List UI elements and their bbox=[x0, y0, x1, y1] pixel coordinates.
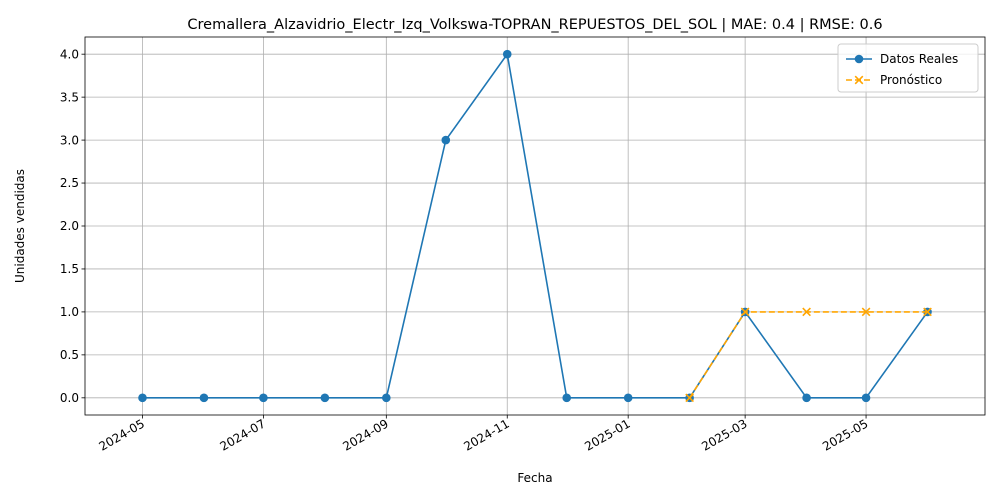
x-axis-label: Fecha bbox=[517, 471, 552, 485]
data-point bbox=[740, 307, 750, 317]
legend-marker bbox=[854, 54, 864, 64]
legend-label: Pronóstico bbox=[880, 73, 942, 87]
y-axis-label: Unidades vendidas bbox=[13, 169, 27, 283]
data-point bbox=[502, 49, 512, 59]
data-point bbox=[382, 393, 391, 403]
data-point bbox=[562, 393, 572, 403]
legend-box bbox=[837, 43, 979, 93]
y-tick-label: 2.0 bbox=[60, 219, 79, 233]
data-point bbox=[259, 393, 268, 403]
y-tick-label: 3.5 bbox=[60, 90, 79, 104]
data-point bbox=[685, 393, 694, 403]
data-point bbox=[802, 393, 811, 403]
series-line bbox=[142, 52, 929, 399]
y-tick-label: 3.0 bbox=[60, 133, 79, 147]
chart-title: Cremallera_Alzavidrio_Electr_Izq_Volkswa… bbox=[187, 17, 882, 33]
data-point bbox=[861, 393, 871, 403]
legend-label: Datos Reales bbox=[880, 52, 958, 66]
data-point bbox=[923, 307, 932, 317]
y-tick-label: 0.5 bbox=[60, 348, 79, 362]
y-tick-label: 0.0 bbox=[60, 391, 79, 405]
y-tick-label: 2.5 bbox=[60, 176, 79, 190]
y-axis-ticks: 0.0 0.5 1.0 1.5 2.0 2.5 3.0 3.5 4.0 bbox=[60, 47, 85, 405]
y-tick-label: 1.5 bbox=[60, 262, 79, 276]
data-point bbox=[441, 135, 451, 145]
legend: Datos Reales Pronóstico bbox=[837, 43, 979, 93]
y-tick-label: 1.0 bbox=[60, 305, 79, 319]
series-layer bbox=[138, 49, 932, 403]
series-forecast bbox=[685, 307, 932, 403]
data-point bbox=[320, 393, 330, 403]
grid bbox=[85, 37, 985, 415]
data-point bbox=[138, 393, 147, 403]
data-point bbox=[623, 393, 633, 403]
data-point bbox=[861, 307, 871, 317]
data-point bbox=[199, 393, 209, 403]
data-point bbox=[802, 307, 811, 317]
legend-marker bbox=[854, 75, 864, 85]
y-tick-label: 4.0 bbox=[60, 47, 79, 61]
